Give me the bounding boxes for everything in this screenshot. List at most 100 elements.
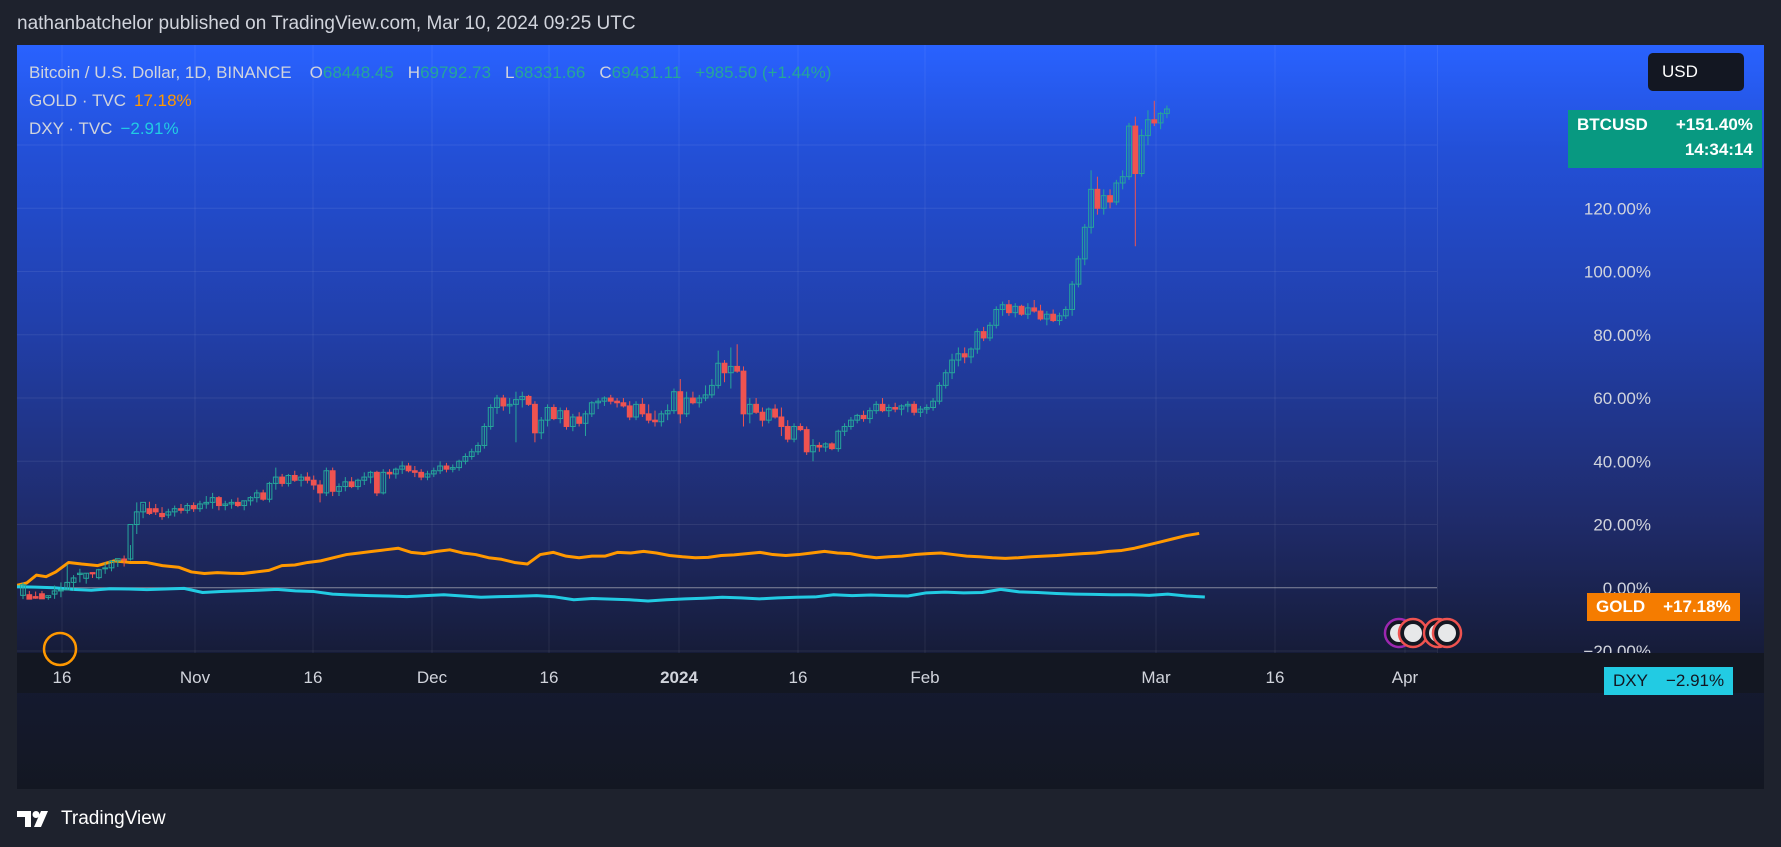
candle xyxy=(753,398,760,414)
candle xyxy=(860,410,867,422)
candle xyxy=(1081,224,1088,266)
candle xyxy=(683,391,690,417)
candle xyxy=(83,572,90,584)
candle xyxy=(1119,170,1126,190)
y-tick-label: 40.00% xyxy=(1593,452,1651,471)
highlight-circle xyxy=(42,631,78,667)
candle xyxy=(247,496,254,506)
candle xyxy=(1012,303,1019,318)
candle xyxy=(727,347,734,389)
candle xyxy=(317,480,323,503)
candle xyxy=(171,505,178,517)
x-tick-label: 16 xyxy=(304,668,323,687)
gold-series xyxy=(17,531,1200,587)
candle xyxy=(721,360,728,383)
y-tick-label: 100.00% xyxy=(1584,263,1651,282)
candle xyxy=(374,470,380,497)
chart-area[interactable]: 140.00%120.00%100.00%80.00%60.00%40.00%2… xyxy=(17,45,1764,789)
x-tick-label: 16 xyxy=(789,668,808,687)
candle xyxy=(418,469,425,481)
ohlc-low-value: 68331.66 xyxy=(514,63,586,82)
candle xyxy=(923,404,930,414)
candle xyxy=(974,328,981,354)
candle xyxy=(64,564,71,591)
btc-tag-countdown: 14:34:14 xyxy=(1684,140,1753,159)
candle xyxy=(671,388,677,414)
candle xyxy=(652,410,658,427)
candle xyxy=(449,464,456,473)
candle xyxy=(936,382,943,405)
candle xyxy=(178,503,184,514)
y-tick-label: 80.00% xyxy=(1593,326,1651,345)
candle xyxy=(102,562,109,574)
x-axis-band xyxy=(17,653,1764,693)
candle xyxy=(816,442,823,452)
candle xyxy=(582,410,589,436)
candle xyxy=(39,590,45,600)
candle xyxy=(1050,309,1057,323)
legend-gold-label: GOLD · TVC xyxy=(29,91,126,110)
candle xyxy=(601,396,608,406)
candle xyxy=(702,385,709,402)
candle xyxy=(430,467,437,478)
candle xyxy=(658,410,665,427)
candle xyxy=(1031,300,1038,313)
candle xyxy=(76,568,83,583)
candle xyxy=(595,398,602,410)
candle xyxy=(1043,311,1050,326)
candle xyxy=(519,391,526,408)
candle xyxy=(645,404,652,424)
candle xyxy=(241,500,248,511)
candle xyxy=(848,417,854,430)
candle xyxy=(1164,105,1170,119)
ohlc-change: +985.50 (+1.44%) xyxy=(695,63,832,82)
candle xyxy=(1151,100,1158,127)
candle xyxy=(310,475,317,490)
currency-button[interactable]: USD xyxy=(1648,53,1744,91)
candle xyxy=(677,379,684,424)
candle xyxy=(1100,189,1107,215)
candle xyxy=(272,467,279,490)
candle xyxy=(209,492,216,509)
candle xyxy=(1126,122,1132,180)
candle xyxy=(197,500,203,512)
legend-ohlc: O68448.45 H69792.73 L68331.66 C69431.11 … xyxy=(310,59,832,87)
candle xyxy=(999,301,1006,316)
candle xyxy=(487,404,494,430)
candle xyxy=(588,401,595,417)
candle xyxy=(1138,129,1145,177)
candle xyxy=(1113,179,1120,206)
legend-row-gold[interactable]: GOLD · TVC 17.18% xyxy=(29,87,831,115)
price-scale-border xyxy=(1437,45,1438,653)
candle xyxy=(734,344,741,373)
candle xyxy=(866,407,873,424)
candle xyxy=(1006,300,1012,316)
event-markers xyxy=(42,617,1463,667)
x-tick-label: Dec xyxy=(417,668,448,687)
candle xyxy=(715,350,722,389)
ohlc-open-label: O xyxy=(309,63,323,82)
candle xyxy=(386,469,393,479)
candle xyxy=(765,407,772,424)
candle xyxy=(1062,306,1069,319)
candle xyxy=(917,405,924,417)
candle xyxy=(304,472,311,484)
legend-row-btc[interactable]: Bitcoin / U.S. Dollar, 1D, BINANCE O6844… xyxy=(29,59,831,87)
candle xyxy=(563,407,570,430)
candle xyxy=(411,466,418,478)
event-flag-icon xyxy=(1397,617,1429,649)
candle xyxy=(475,442,481,455)
dxy-line xyxy=(17,585,1205,603)
candle xyxy=(342,477,349,492)
chart-legend: Bitcoin / U.S. Dollar, 1D, BINANCE O6844… xyxy=(29,59,831,143)
candle xyxy=(58,582,64,598)
dxy-series xyxy=(17,585,1205,603)
candle xyxy=(348,477,355,489)
candle xyxy=(51,585,58,599)
candle xyxy=(740,366,747,427)
legend-row-dxy[interactable]: DXY · TVC −2.91% xyxy=(29,115,831,143)
candle xyxy=(399,461,406,474)
tradingview-logo[interactable]: TradingView xyxy=(17,808,166,830)
dxy-tag-name: DXY xyxy=(1613,671,1648,690)
candle xyxy=(1056,312,1063,326)
